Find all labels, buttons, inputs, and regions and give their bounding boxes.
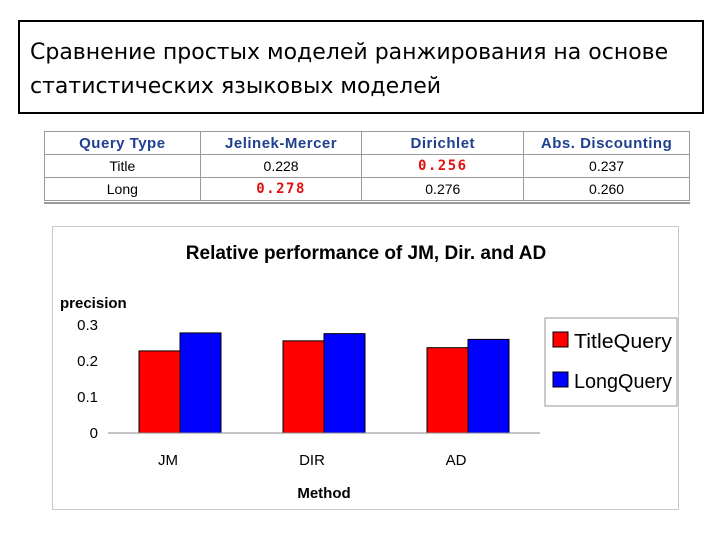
table-cell: 0.260 — [523, 177, 690, 201]
slide-title-line-2: статистических языковых моделей — [30, 74, 442, 99]
table-cell-best: 0.256 — [361, 154, 525, 178]
table-header-row: Query Type Jelinek-Mercer Dirichlet Abs.… — [44, 131, 690, 155]
x-tick-label: DIR — [299, 452, 325, 469]
y-axis-label: precision — [60, 295, 127, 312]
table-row: Long 0.278 0.276 0.260 — [44, 177, 690, 201]
plot-area: 0 0.1 0.2 0.3 JM DIR AD — [77, 317, 540, 469]
legend: TitleQuery LongQuery — [544, 317, 678, 407]
bar-titlequery-dir — [282, 340, 325, 434]
bar-longquery-ad — [467, 338, 510, 434]
table-bottom-rule — [44, 202, 690, 204]
y-tick-label: 0.1 — [77, 389, 98, 406]
bar-longquery-dir — [323, 333, 366, 434]
table-cell: 0.276 — [361, 177, 525, 201]
table-cell: 0.237 — [523, 154, 690, 178]
chart-frame — [52, 226, 679, 510]
y-tick-label: 0 — [90, 425, 98, 442]
bar-titlequery-ad — [426, 347, 469, 434]
bar-titlequery-jm — [138, 350, 181, 434]
table-cell: Long — [44, 177, 201, 201]
x-axis-label: Method — [297, 485, 350, 502]
slide-title-box: Сравнение простых моделей ранжирования н… — [18, 20, 704, 114]
chart-title: Relative performance of JM, Dir. and AD — [186, 243, 546, 264]
legend-label: TitleQuery — [574, 331, 672, 353]
legend-label: LongQuery — [574, 371, 672, 393]
x-tick-label: JM — [158, 452, 178, 469]
slide-title-line-1: Сравнение простых моделей ранжирования н… — [30, 40, 669, 65]
table-row: Title 0.228 0.256 0.237 — [44, 154, 690, 178]
table-cell-best: 0.278 — [199, 177, 363, 201]
legend-swatch — [552, 371, 569, 388]
legend-swatch — [552, 331, 569, 348]
table-header-cell: Query Type — [44, 131, 201, 155]
results-table: Query Type Jelinek-Mercer Dirichlet Abs.… — [44, 131, 690, 204]
x-tick-label: AD — [446, 452, 467, 469]
y-tick-label: 0.3 — [77, 317, 98, 334]
y-tick-label: 0.2 — [77, 353, 98, 370]
bar-longquery-jm — [179, 332, 222, 434]
